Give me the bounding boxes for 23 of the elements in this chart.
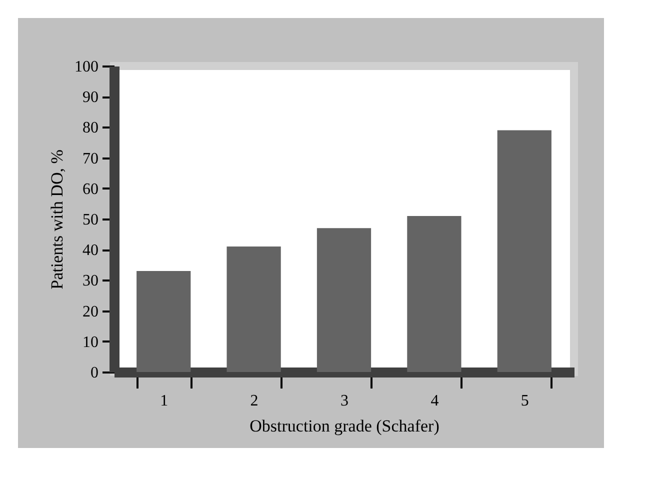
x-axis-title: Obstruction grade (Schafer)	[250, 416, 440, 436]
y-axis-title: Patients with DO, %	[48, 150, 66, 290]
y-tick-label: 30	[82, 272, 98, 290]
y-tick-label: 10	[82, 334, 98, 351]
y-tick-label: 80	[82, 120, 98, 137]
y-tick-label: 90	[82, 89, 98, 106]
y-tick-label: 0	[90, 364, 98, 382]
bar	[497, 130, 552, 372]
y-tick-label: 50	[82, 212, 98, 228]
x-tick-label: 3	[340, 392, 348, 410]
bar	[136, 271, 191, 372]
y-tick-label: 60	[82, 180, 98, 198]
y-tick-label: 40	[82, 242, 98, 260]
bar	[316, 228, 372, 372]
bar	[407, 216, 462, 372]
x-tick-label: 2	[250, 392, 258, 410]
x-tick-label: 1	[160, 392, 168, 410]
bar	[226, 246, 281, 372]
y-tick-label: 70	[82, 150, 98, 168]
x-tick-label: 4	[430, 392, 439, 410]
y-tick-label: 100	[74, 58, 98, 76]
x-tick-label: 5	[520, 392, 529, 410]
y-tick-label: 20	[82, 303, 98, 320]
